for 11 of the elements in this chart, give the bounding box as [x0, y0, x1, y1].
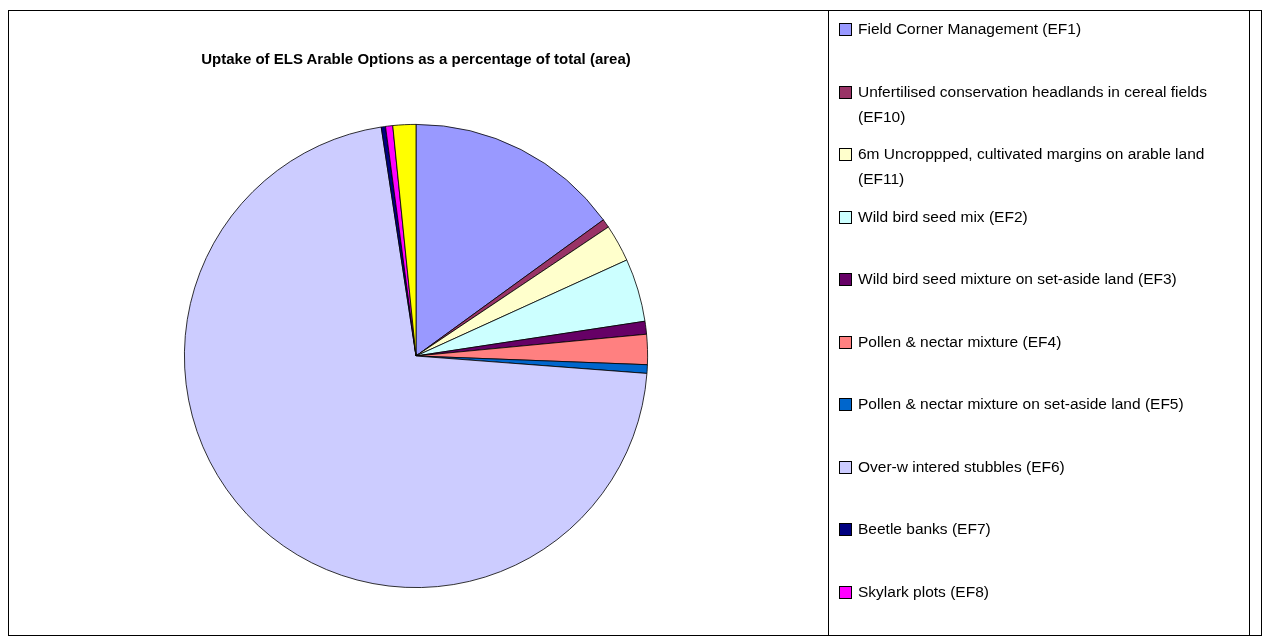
legend-label: Field Corner Management (EF1): [858, 19, 1082, 39]
legend-label: Wild bird seed mixture on set-aside land (EF3): [858, 269, 1177, 289]
legend-label: 6m Uncroppped, cultivated margins on arable land (EF11): [858, 144, 1206, 189]
legend-label: Wild bird seed mix (EF2): [858, 206, 1028, 227]
legend-label: Pollen & nectar mixture on set-aside land (EF5): [858, 394, 1184, 414]
legend-label: Beetle banks (EF7): [858, 519, 991, 539]
legend-label: Pollen & nectar mixture (EF4): [858, 331, 1062, 352]
text: Uptake of ELS Arable Options as a percentage of total (area): [201, 50, 631, 68]
legend-label: Over-w intered stubbles (EF6): [858, 456, 1065, 477]
legend-label: Skylark plots (EF8): [858, 581, 989, 602]
legend-label: Unfertilised conservation headlands in cereal fields (EF10): [858, 81, 1208, 127]
